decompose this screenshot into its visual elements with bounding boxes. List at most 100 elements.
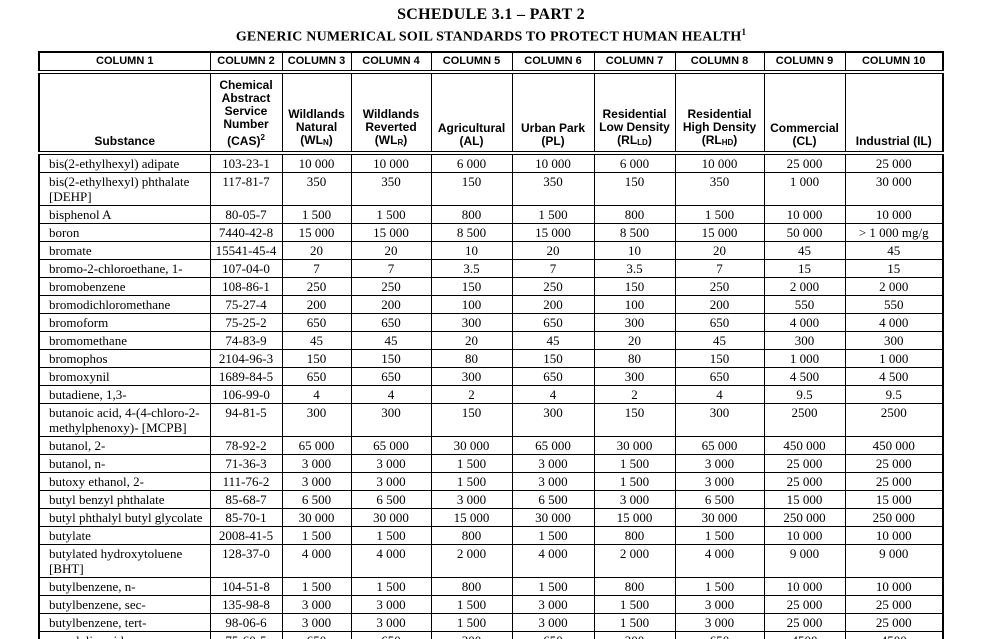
- rlhd-value-cell: 20: [674, 240, 765, 260]
- rlld-value-cell: 8 500: [593, 222, 676, 242]
- substance-cell: bromodichloromethane: [38, 294, 211, 314]
- wlr-value-cell: 45: [350, 330, 432, 350]
- pl-value-cell: 650: [511, 366, 595, 386]
- pl-value-cell: 15 000: [511, 222, 595, 242]
- il-value-cell: 9.5: [844, 384, 944, 404]
- cas-cell: 78-92-2: [209, 435, 283, 455]
- rlhd-value-cell: 650: [674, 366, 765, 386]
- rlld-value-cell: 100: [593, 294, 676, 314]
- pl-value-cell: 650: [511, 630, 595, 639]
- column-number-6: COLUMN 6: [511, 51, 595, 74]
- al-value-cell: 300: [430, 366, 513, 386]
- wlr-value-cell: 15 000: [350, 222, 432, 242]
- il-value-cell: 550: [844, 294, 944, 314]
- rlhd-value-cell: 350: [674, 171, 765, 206]
- il-value-cell: 10 000: [844, 525, 944, 545]
- cl-value-cell: 1 000: [763, 171, 846, 206]
- cas-cell: 111-76-2: [209, 471, 283, 491]
- table-header: COLUMN 1 COLUMN 2 COLUMN 3 COLUMN 4 COLU…: [38, 51, 944, 155]
- wln-value-cell: 65 000: [281, 435, 352, 455]
- pl-value-cell: 3 000: [511, 453, 595, 473]
- cl-value-cell: 9 000: [763, 543, 846, 578]
- cl-value-cell: 450 000: [763, 435, 846, 455]
- table-row: butyl phthalyl butyl glycolate 85-70-1 3…: [38, 507, 944, 527]
- il-value-cell: 10 000: [844, 576, 944, 596]
- table-row: butanoic acid, 4-(4-chloro-2-methylpheno…: [38, 402, 944, 437]
- pl-value-cell: 3 000: [511, 471, 595, 491]
- rlld-value-cell: 80: [593, 348, 676, 368]
- cas-cell: 106-99-0: [209, 384, 283, 404]
- substance-cell: bromo-2-chloroethane, 1-: [38, 258, 211, 278]
- rlhd-value-cell: 1 500: [674, 204, 765, 224]
- al-value-cell: 3.5: [430, 258, 513, 278]
- cl-value-cell: 15: [763, 258, 846, 278]
- rlld-value-cell: 1 500: [593, 594, 676, 614]
- cl-value-cell: 10 000: [763, 576, 846, 596]
- wlr-value-cell: 1 500: [350, 576, 432, 596]
- wlr-value-cell: 200: [350, 294, 432, 314]
- column-number-2: COLUMN 2: [209, 51, 283, 74]
- table-row: boron 7440-42-8 15 000 15 000 8 500 15 0…: [38, 222, 944, 242]
- wlr-value-cell: 3 000: [350, 453, 432, 473]
- wlr-value-cell: 20: [350, 240, 432, 260]
- al-value-cell: 150: [430, 402, 513, 437]
- rlhd-value-cell: 3 000: [674, 612, 765, 632]
- substance-cell: bis(2-ethylhexyl) adipate: [38, 152, 211, 173]
- pl-value-cell: 1 500: [511, 576, 595, 596]
- wlr-value-cell: 30 000: [350, 507, 432, 527]
- rlhd-value-cell: 3 000: [674, 471, 765, 491]
- wln-value-cell: 15 000: [281, 222, 352, 242]
- al-value-cell: 800: [430, 525, 513, 545]
- cas-cell: 108-86-1: [209, 276, 283, 296]
- al-value-cell: 10: [430, 240, 513, 260]
- wln-value-cell: 3 000: [281, 453, 352, 473]
- column-number-1: COLUMN 1: [38, 51, 211, 74]
- cas-cell: 94-81-5: [209, 402, 283, 437]
- rlhd-value-cell: 650: [674, 312, 765, 332]
- table-row: bis(2-ethylhexyl) adipate 103-23-1 10 00…: [38, 152, 944, 173]
- pl-value-cell: 250: [511, 276, 595, 296]
- column-number-7: COLUMN 7: [593, 51, 676, 74]
- wlr-value-cell: 250: [350, 276, 432, 296]
- substance-cell: butoxy ethanol, 2-: [38, 471, 211, 491]
- pl-value-cell: 3 000: [511, 612, 595, 632]
- al-value-cell: 80: [430, 348, 513, 368]
- column-number-5: COLUMN 5: [430, 51, 513, 74]
- substance-cell: bromoxynil: [38, 366, 211, 386]
- wln-value-cell: 45: [281, 330, 352, 350]
- al-value-cell: 1 500: [430, 612, 513, 632]
- wlr-value-cell: 3 000: [350, 471, 432, 491]
- rlld-value-cell: 2: [593, 384, 676, 404]
- substance-cell: butyl benzyl phthalate: [38, 489, 211, 509]
- table-row: butylated hydroxytoluene [BHT] 128-37-0 …: [38, 543, 944, 578]
- header-substance: Substance: [38, 71, 211, 155]
- rlld-value-cell: 800: [593, 525, 676, 545]
- pl-value-cell: 1 500: [511, 204, 595, 224]
- wln-value-cell: 650: [281, 366, 352, 386]
- table-row: cacodylic acid 75-60-5 650 650 300 650 3…: [38, 630, 944, 639]
- wln-value-cell: 6 500: [281, 489, 352, 509]
- rlld-value-cell: 300: [593, 312, 676, 332]
- rlld-value-cell: 800: [593, 576, 676, 596]
- table-row: bromo-2-chloroethane, 1- 107-04-0 7 7 3.…: [38, 258, 944, 278]
- rlhd-value-cell: 6 500: [674, 489, 765, 509]
- cas-cell: 104-51-8: [209, 576, 283, 596]
- rlld-value-cell: 2 000: [593, 543, 676, 578]
- rlld-value-cell: 300: [593, 630, 676, 639]
- table-row: bromate 15541-45-4 20 20 10 20 10 20 45 …: [38, 240, 944, 260]
- wlr-value-cell: 6 500: [350, 489, 432, 509]
- il-value-cell: 25 000: [844, 152, 944, 173]
- header-commercial: Commercial (CL): [763, 71, 846, 155]
- cas-cell: 2008-41-5: [209, 525, 283, 545]
- al-value-cell: 1 500: [430, 453, 513, 473]
- wlr-value-cell: 65 000: [350, 435, 432, 455]
- cl-value-cell: 25 000: [763, 612, 846, 632]
- substance-cell: butylbenzene, tert-: [38, 612, 211, 632]
- al-value-cell: 300: [430, 630, 513, 639]
- table-row: bromoxynil 1689-84-5 650 650 300 650 300…: [38, 366, 944, 386]
- cl-value-cell: 50 000: [763, 222, 846, 242]
- substance-cell: bromophos: [38, 348, 211, 368]
- rlhd-value-cell: 1 500: [674, 525, 765, 545]
